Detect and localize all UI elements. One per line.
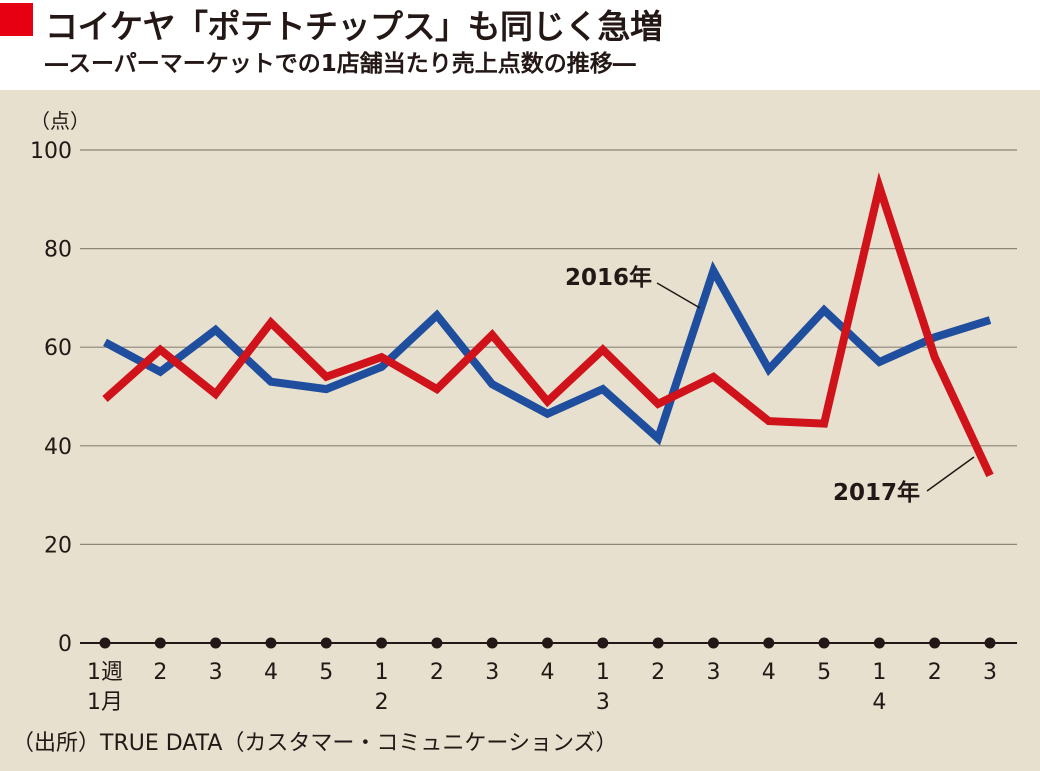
x-tick-label: 1 [872,660,886,685]
series-labels: 2016年 2017年 [565,264,975,506]
x-axis-marker [929,637,941,649]
x-axis-markers [99,637,996,649]
x-tick-label: 2 [651,660,665,685]
x-tick-label: 4 [541,660,555,685]
month-label: 2 [375,690,389,715]
series-label-2016: 2016年 [565,264,652,291]
x-tick-label: 1 [375,660,389,685]
x-tick-label: 3 [983,660,997,685]
series-label-2017: 2017年 [833,479,920,506]
x-tick-label: 1 [596,660,610,685]
y-tick-label: 60 [44,336,72,361]
x-axis-marker [818,637,830,649]
x-axis-marker [652,637,664,649]
x-axis-marker [210,637,222,649]
series-label-2016-leader [656,282,701,309]
y-tick-label: 0 [58,632,72,657]
source-note: （出所）TRUE DATA（カスタマー・コミュニケーションズ） [12,731,618,756]
x-tick-label: 2 [153,660,167,685]
x-axis-marker [431,637,443,649]
month-label: 1月 [87,690,123,715]
y-axis-label: （点） [30,109,90,133]
x-tick-label: 5 [817,660,831,685]
chart-title: コイケヤ「ポテトチップス」も同じく急増 [45,7,663,46]
x-tick-label: 4 [762,660,776,685]
x-axis-marker [154,637,166,649]
x-tick-label: 2 [430,660,444,685]
x-axis-marker [597,637,609,649]
x-tick-label: 2 [928,660,942,685]
month-label: 4 [872,690,886,715]
x-axis-marker [376,637,388,649]
y-tick-label: 40 [44,435,72,460]
x-tick-label: 3 [209,660,223,685]
x-axis-marker [265,637,277,649]
x-axis-marker [99,637,111,649]
x-axis-marker [320,637,332,649]
x-axis-marker [984,637,996,649]
x-tick-label: 3 [485,660,499,685]
x-axis-marker [486,637,498,649]
x-tick-label: 5 [319,660,333,685]
x-axis-marker [873,637,885,649]
data-series [102,172,994,478]
y-tick-label: 20 [44,533,72,558]
x-tick-label: 1週 [87,660,123,685]
series-label-2017-leader [926,456,975,492]
month-label: 3 [596,690,610,715]
x-axis-marker [707,637,719,649]
y-axis-tick-labels: 0 20 40 60 80 100 [30,139,72,657]
series-line-2017 [102,172,994,478]
title-accent-square [0,3,33,36]
plot-background [0,90,1040,771]
x-axis-marker [542,637,553,649]
x-axis-marker [763,637,775,649]
x-tick-label: 4 [264,660,278,685]
y-tick-label: 100 [30,139,72,164]
x-axis-tick-labels: 1週 2 3 4 5 1 2 3 4 1 2 3 4 5 1 2 3 1月 2 3 4 [87,660,997,715]
x-tick-label: 3 [706,660,720,685]
y-tick-label: 80 [44,238,72,263]
chart-subtitle: ―スーパーマーケットでの1店舗当たり売上点数の推移― [45,51,636,77]
